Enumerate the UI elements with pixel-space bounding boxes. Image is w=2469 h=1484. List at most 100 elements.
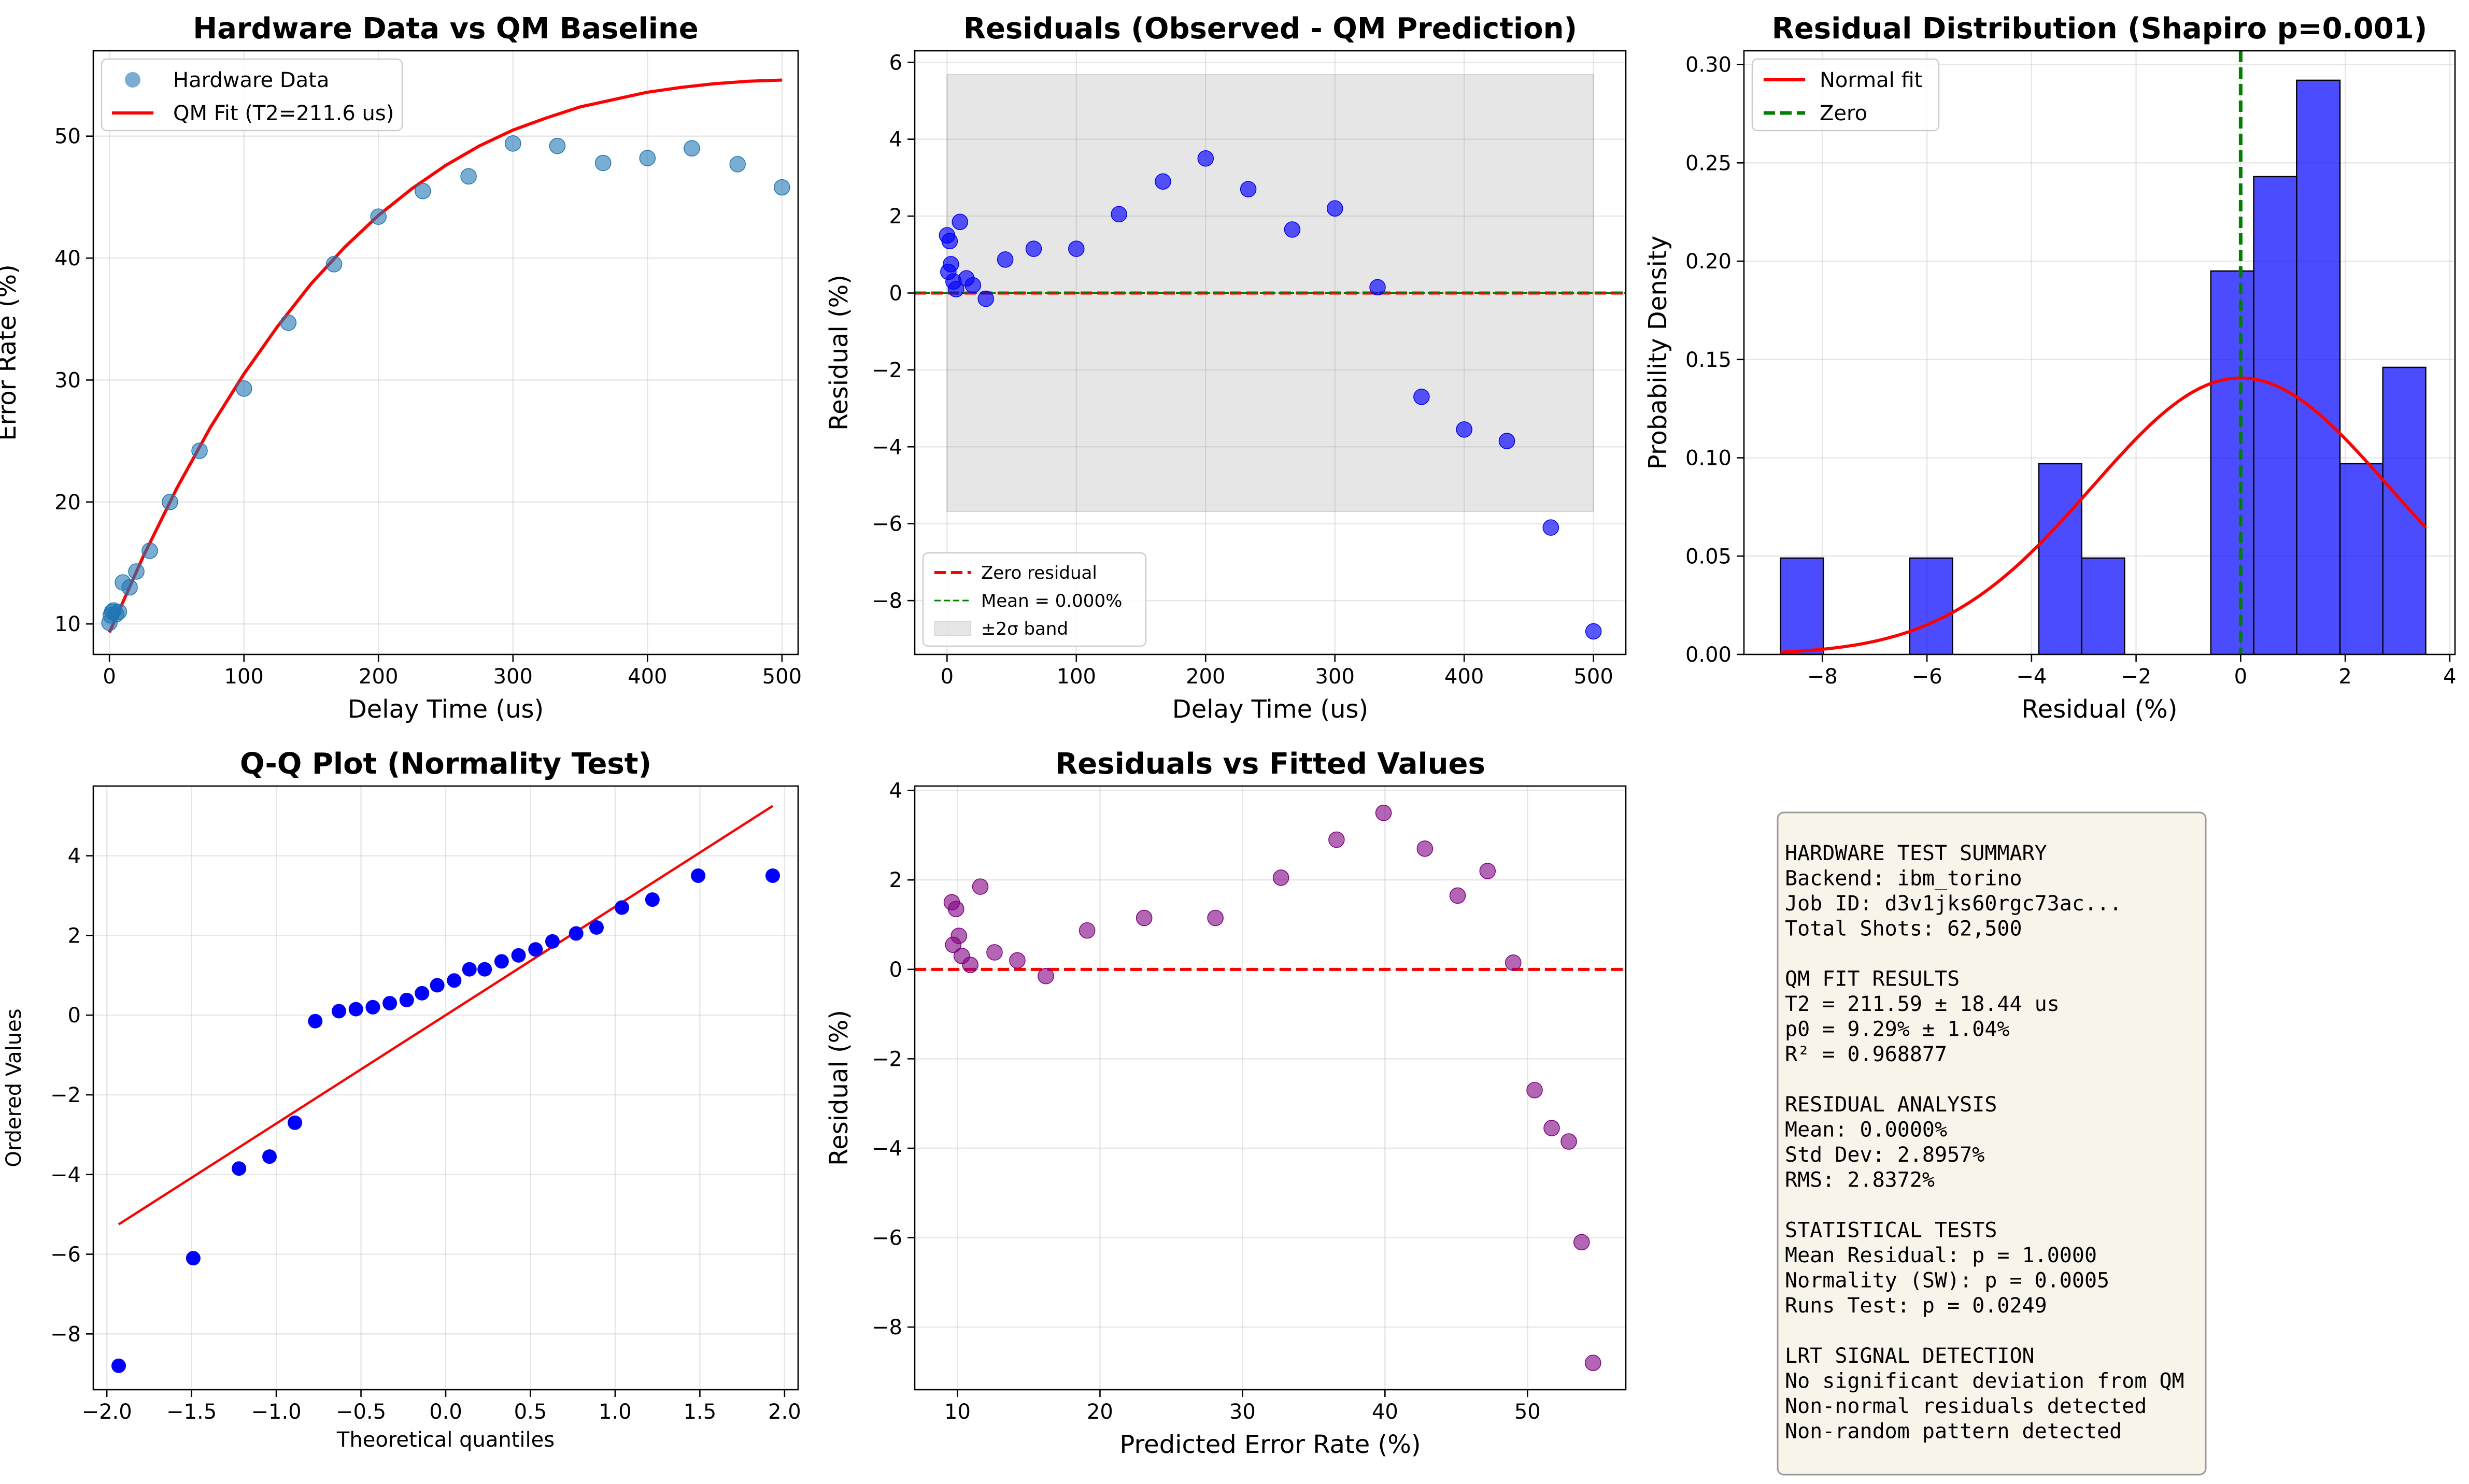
legend-frame	[101, 58, 403, 132]
x-tick-label: 1.5	[684, 1400, 717, 1424]
y-tick-label: 0.25	[1685, 151, 1732, 175]
qq-point	[569, 926, 584, 941]
x-tick-label: 50	[1514, 1400, 1541, 1424]
fitted-residual-point	[950, 928, 967, 944]
fitted-residual-point	[1526, 1082, 1543, 1098]
x-tick-label: −6	[1912, 665, 1942, 689]
residual-point	[977, 290, 994, 307]
hardware-data-point	[684, 140, 700, 157]
y-tick-label: 4	[889, 128, 902, 152]
x-tick-label: 1.0	[599, 1400, 632, 1424]
ticks: −2.0 −1.5 −1.0 −0.5 0.0 0.5 1.0 1.5 2.0 −8 −6 −4 −2 0…	[50, 845, 801, 1424]
qq-point	[462, 962, 477, 977]
histogram-bar	[2296, 79, 2341, 654]
qq-point	[365, 1000, 380, 1015]
summary-line: RMS: 2.8372%	[1785, 1168, 1935, 1192]
y-tick-label: −2	[50, 1083, 81, 1107]
y-tick-label: 0.30	[1685, 53, 1732, 77]
qq-point	[447, 973, 462, 988]
ticks: 10 20 30 40 50 −8 −6 −4 −2 0 2 4	[872, 779, 1541, 1424]
y-tick-label: 20	[54, 491, 81, 515]
y-tick-label: −6	[872, 512, 902, 536]
y-tick-label: 2	[889, 205, 902, 229]
qq-point	[399, 992, 414, 1007]
residual-point	[943, 256, 959, 273]
axes-frame	[1743, 50, 2456, 655]
residual-point	[1456, 421, 1472, 438]
x-axis-label: Theoretical quantiles	[336, 1428, 555, 1452]
y-tick-label: 0	[889, 958, 902, 982]
residual-point	[1284, 221, 1301, 238]
panel-fitted: 10 20 30 40 50 −8 −6 −4 −2 0 2 4 Residuals vs Fitted…	[825, 747, 1627, 1459]
summary-line: Non-normal residuals detected	[1785, 1394, 2147, 1418]
residual-point	[964, 277, 982, 294]
histogram-bar	[1909, 557, 1953, 654]
grid	[93, 786, 798, 1390]
fitted-residual-point	[1416, 840, 1434, 857]
legend-zero-label: Zero	[1820, 102, 1867, 125]
hardware-data-point	[141, 543, 158, 559]
qq-point	[765, 868, 780, 883]
fitted-residual-point	[986, 944, 1003, 961]
legend-zero-label: Zero residual	[981, 563, 1097, 583]
y-tick-label: 6	[889, 51, 902, 75]
x-tick-label: 300	[493, 665, 533, 689]
qq-point	[111, 1358, 126, 1373]
fitted-residual-point	[1207, 909, 1224, 926]
chart-title: Q-Q Plot (Normality Test)	[240, 747, 651, 781]
x-tick-label: −1.5	[166, 1400, 217, 1424]
summary-line: Normality (SW): p = 0.0005	[1785, 1269, 2109, 1293]
x-tick-label: 0.5	[514, 1400, 547, 1424]
fitted-residual-point	[1272, 869, 1289, 886]
y-tick-label: 0.05	[1685, 545, 1732, 568]
residual-point	[1585, 623, 1602, 640]
hardware-data-point	[729, 156, 746, 173]
y-tick-label: −4	[872, 435, 902, 459]
hardware-data-point	[191, 443, 208, 459]
y-tick-label: −6	[50, 1243, 81, 1267]
summary-box	[1777, 811, 2207, 1476]
chart-title: Residuals vs Fitted Values	[1055, 747, 1485, 781]
qq-point	[382, 996, 398, 1011]
legend-hardware-marker	[125, 72, 140, 88]
fitted-residual-point	[947, 901, 964, 918]
summary-line: LRT SIGNAL DETECTION	[1785, 1344, 2035, 1368]
residual-point	[1240, 181, 1257, 197]
y-tick-label: 4	[889, 779, 902, 803]
chart-title: Hardware Data vs QM Baseline	[193, 12, 699, 46]
panel-hardware: 0 100 200 300 400 500 10 20 30 40 50 Hardware Data …	[0, 12, 802, 724]
qq-point	[615, 900, 629, 915]
x-tick-label: 0	[941, 665, 954, 689]
y-tick-label: −4	[50, 1163, 81, 1187]
axes-frame	[914, 50, 1627, 655]
fitted-residual-point	[1009, 952, 1026, 969]
y-tick-label: 50	[54, 125, 81, 149]
axes-frame	[92, 785, 799, 1391]
y-tick-label: 0	[889, 281, 902, 305]
residual-point	[997, 251, 1014, 268]
hardware-data-point	[235, 380, 252, 397]
y-tick-label: −8	[872, 589, 902, 613]
legend-band-swatch	[934, 621, 971, 636]
histogram-bar	[1780, 557, 1824, 654]
residual-point	[941, 233, 958, 250]
grid	[915, 786, 1626, 1390]
y-axis-label: Ordered Values	[2, 1008, 26, 1167]
summary-line: T2 = 211.59 ± 18.44 us	[1785, 992, 2060, 1016]
x-tick-label: 200	[1186, 665, 1225, 689]
summary-line: QM FIT RESULTS	[1785, 967, 1960, 991]
x-tick-label: 0.0	[429, 1400, 462, 1424]
summary-line: Total Shots: 62,500	[1785, 917, 2022, 941]
legend-frame	[922, 552, 1147, 647]
summary-line: R² = 0.968877	[1785, 1043, 1947, 1066]
summary-line: RESIDUAL ANALYSIS	[1785, 1093, 1997, 1117]
panel-residuals: 0 100 200 300 400 500 −8 −6 −4 −2 0 2 4 6 Residuals (O…	[825, 12, 1627, 724]
qq-point	[348, 1002, 363, 1017]
hardware-data-point	[639, 150, 656, 166]
fitted-residual-point	[1573, 1234, 1590, 1250]
x-tick-label: 300	[1315, 665, 1355, 689]
hardware-data-point	[370, 208, 387, 225]
y-tick-label: 4	[68, 845, 81, 868]
summary-line: Non-random pattern detected	[1785, 1420, 2122, 1444]
